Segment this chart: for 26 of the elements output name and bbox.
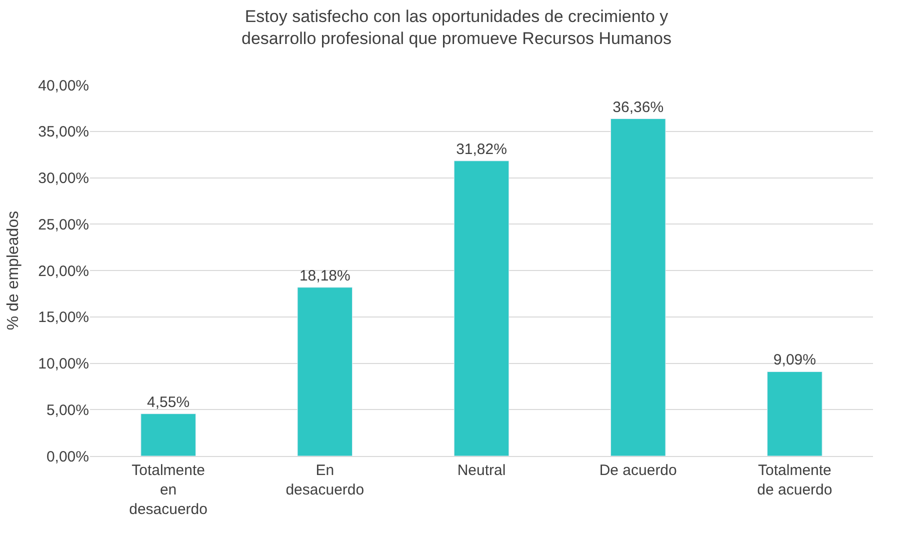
y-tick-label: 10,00% (38, 356, 89, 372)
y-tick-label: 25,00% (38, 216, 89, 234)
x-tick-label: De acuerdo (599, 462, 677, 479)
data-label: 31,82% (456, 140, 507, 158)
y-tick-label: 20,00% (38, 262, 89, 280)
bar (297, 287, 353, 456)
data-label: 4,55% (147, 394, 190, 411)
data-label: 9,09% (773, 352, 816, 369)
y-tick-label: 0,00% (46, 448, 89, 466)
y-tick-label: 5,00% (46, 402, 89, 419)
bar (140, 414, 196, 456)
y-axis-title: % de empleados (5, 210, 22, 330)
bar (454, 160, 510, 456)
bar (610, 118, 666, 456)
y-tick-label: 15,00% (38, 309, 89, 326)
y-tick-label: 40,00% (38, 77, 89, 94)
x-tick-label: Totalmente de acuerdo (757, 462, 832, 498)
chart-title: Estoy satisfecho con las oportunidades de crecimiento y desarrollo profesional que promueve Recursos Humanos (242, 7, 672, 48)
x-tick-label: Totalmente en desacuerdo (129, 462, 208, 518)
data-label: 18,18% (299, 267, 350, 284)
x-tick-label: Neutral (457, 462, 506, 479)
x-tick-label: En desacuerdo (286, 462, 364, 498)
y-tick-label: 30,00% (38, 170, 89, 187)
data-label: 36,36% (612, 98, 664, 116)
y-tick-label: 35,00% (38, 124, 89, 141)
bar (767, 371, 822, 456)
